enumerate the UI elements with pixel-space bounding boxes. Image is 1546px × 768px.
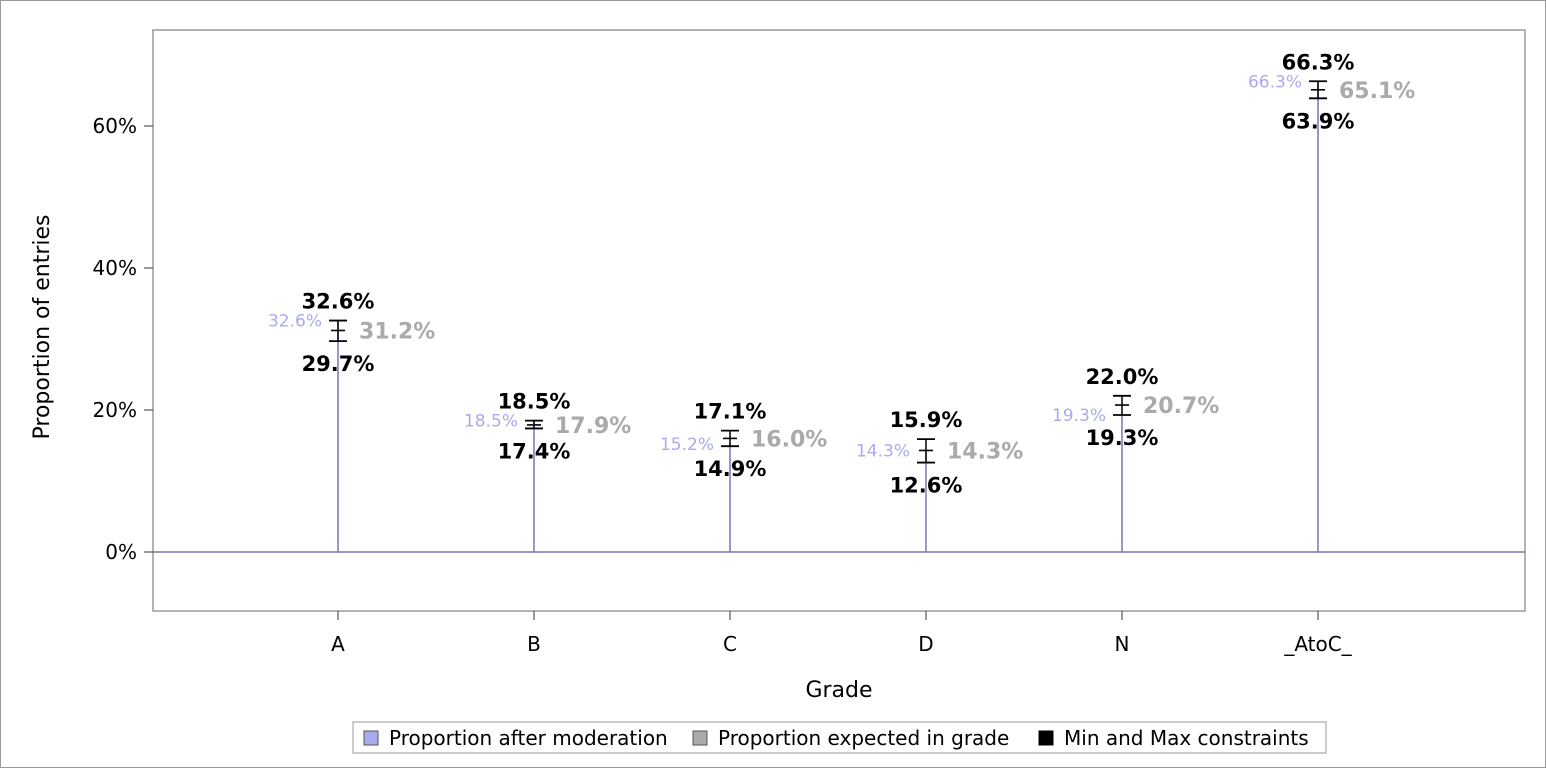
label-moderation: 14.3% (856, 441, 910, 461)
label-min: 14.9% (694, 457, 767, 481)
y-tick-label: 0% (105, 540, 137, 564)
legend-swatch-moderation (363, 730, 379, 746)
label-max: 32.6% (302, 290, 375, 314)
label-expected: 65.1% (1339, 79, 1415, 104)
plot-area (152, 29, 1526, 612)
x-tick-label: B (527, 632, 541, 656)
label-max: 22.0% (1086, 365, 1159, 389)
label-expected: 16.0% (751, 427, 827, 452)
legend-swatch-expected (692, 730, 708, 746)
label-max: 17.1% (694, 400, 767, 424)
label-min: 19.3% (1086, 426, 1159, 450)
legend-label-expected: Proportion expected in grade (718, 726, 1009, 750)
y-tick-label: 60% (93, 114, 137, 138)
y-tick-label: 40% (93, 256, 137, 280)
chart-marks (153, 80, 1525, 553)
x-tick-label: _AtoC_ (1283, 632, 1352, 656)
label-expected: 20.7% (1143, 394, 1219, 419)
label-expected: 17.9% (555, 414, 631, 439)
legend-box (352, 721, 1327, 754)
x-tick-label: A (331, 632, 345, 656)
label-expected: 31.2% (359, 319, 435, 344)
label-max: 15.9% (890, 408, 963, 432)
data-labels: 32.6% 31.2%32.6%29.7%18.5% 17.9%18.5%17.4%… (268, 50, 1415, 497)
y-axis-title: Proportion of entries (30, 215, 55, 440)
x-tick-label: D (918, 632, 933, 656)
label-expected: 14.3% (947, 439, 1023, 464)
label-min: 12.6% (890, 474, 963, 498)
label-min: 29.7% (302, 352, 375, 376)
label-min: 17.4% (498, 439, 571, 463)
legend-label-moderation: Proportion after moderation (389, 726, 668, 750)
y-tick-label: 20% (93, 398, 137, 422)
label-moderation: 32.6% (268, 312, 322, 332)
label-moderation: 66.3% (1248, 72, 1302, 92)
legend-swatch-constraints (1038, 730, 1054, 746)
label-moderation: 15.2% (660, 435, 714, 455)
x-tick-label: N (1115, 632, 1130, 656)
legend: Proportion after moderation Proportion e… (352, 721, 1327, 754)
label-moderation: 18.5% (464, 412, 518, 432)
label-max: 66.3% (1282, 50, 1355, 74)
y-axis: 0% 20% 40% 60% (93, 114, 153, 564)
x-tick-label: C (723, 632, 737, 656)
label-min: 63.9% (1282, 109, 1355, 133)
label-moderation: 19.3% (1052, 406, 1106, 426)
label-max: 18.5% (498, 390, 571, 414)
x-axis: A B C D N _AtoC_ (331, 611, 1353, 656)
legend-label-constraints: Min and Max constraints (1064, 726, 1309, 750)
x-axis-title: Grade (805, 678, 872, 703)
